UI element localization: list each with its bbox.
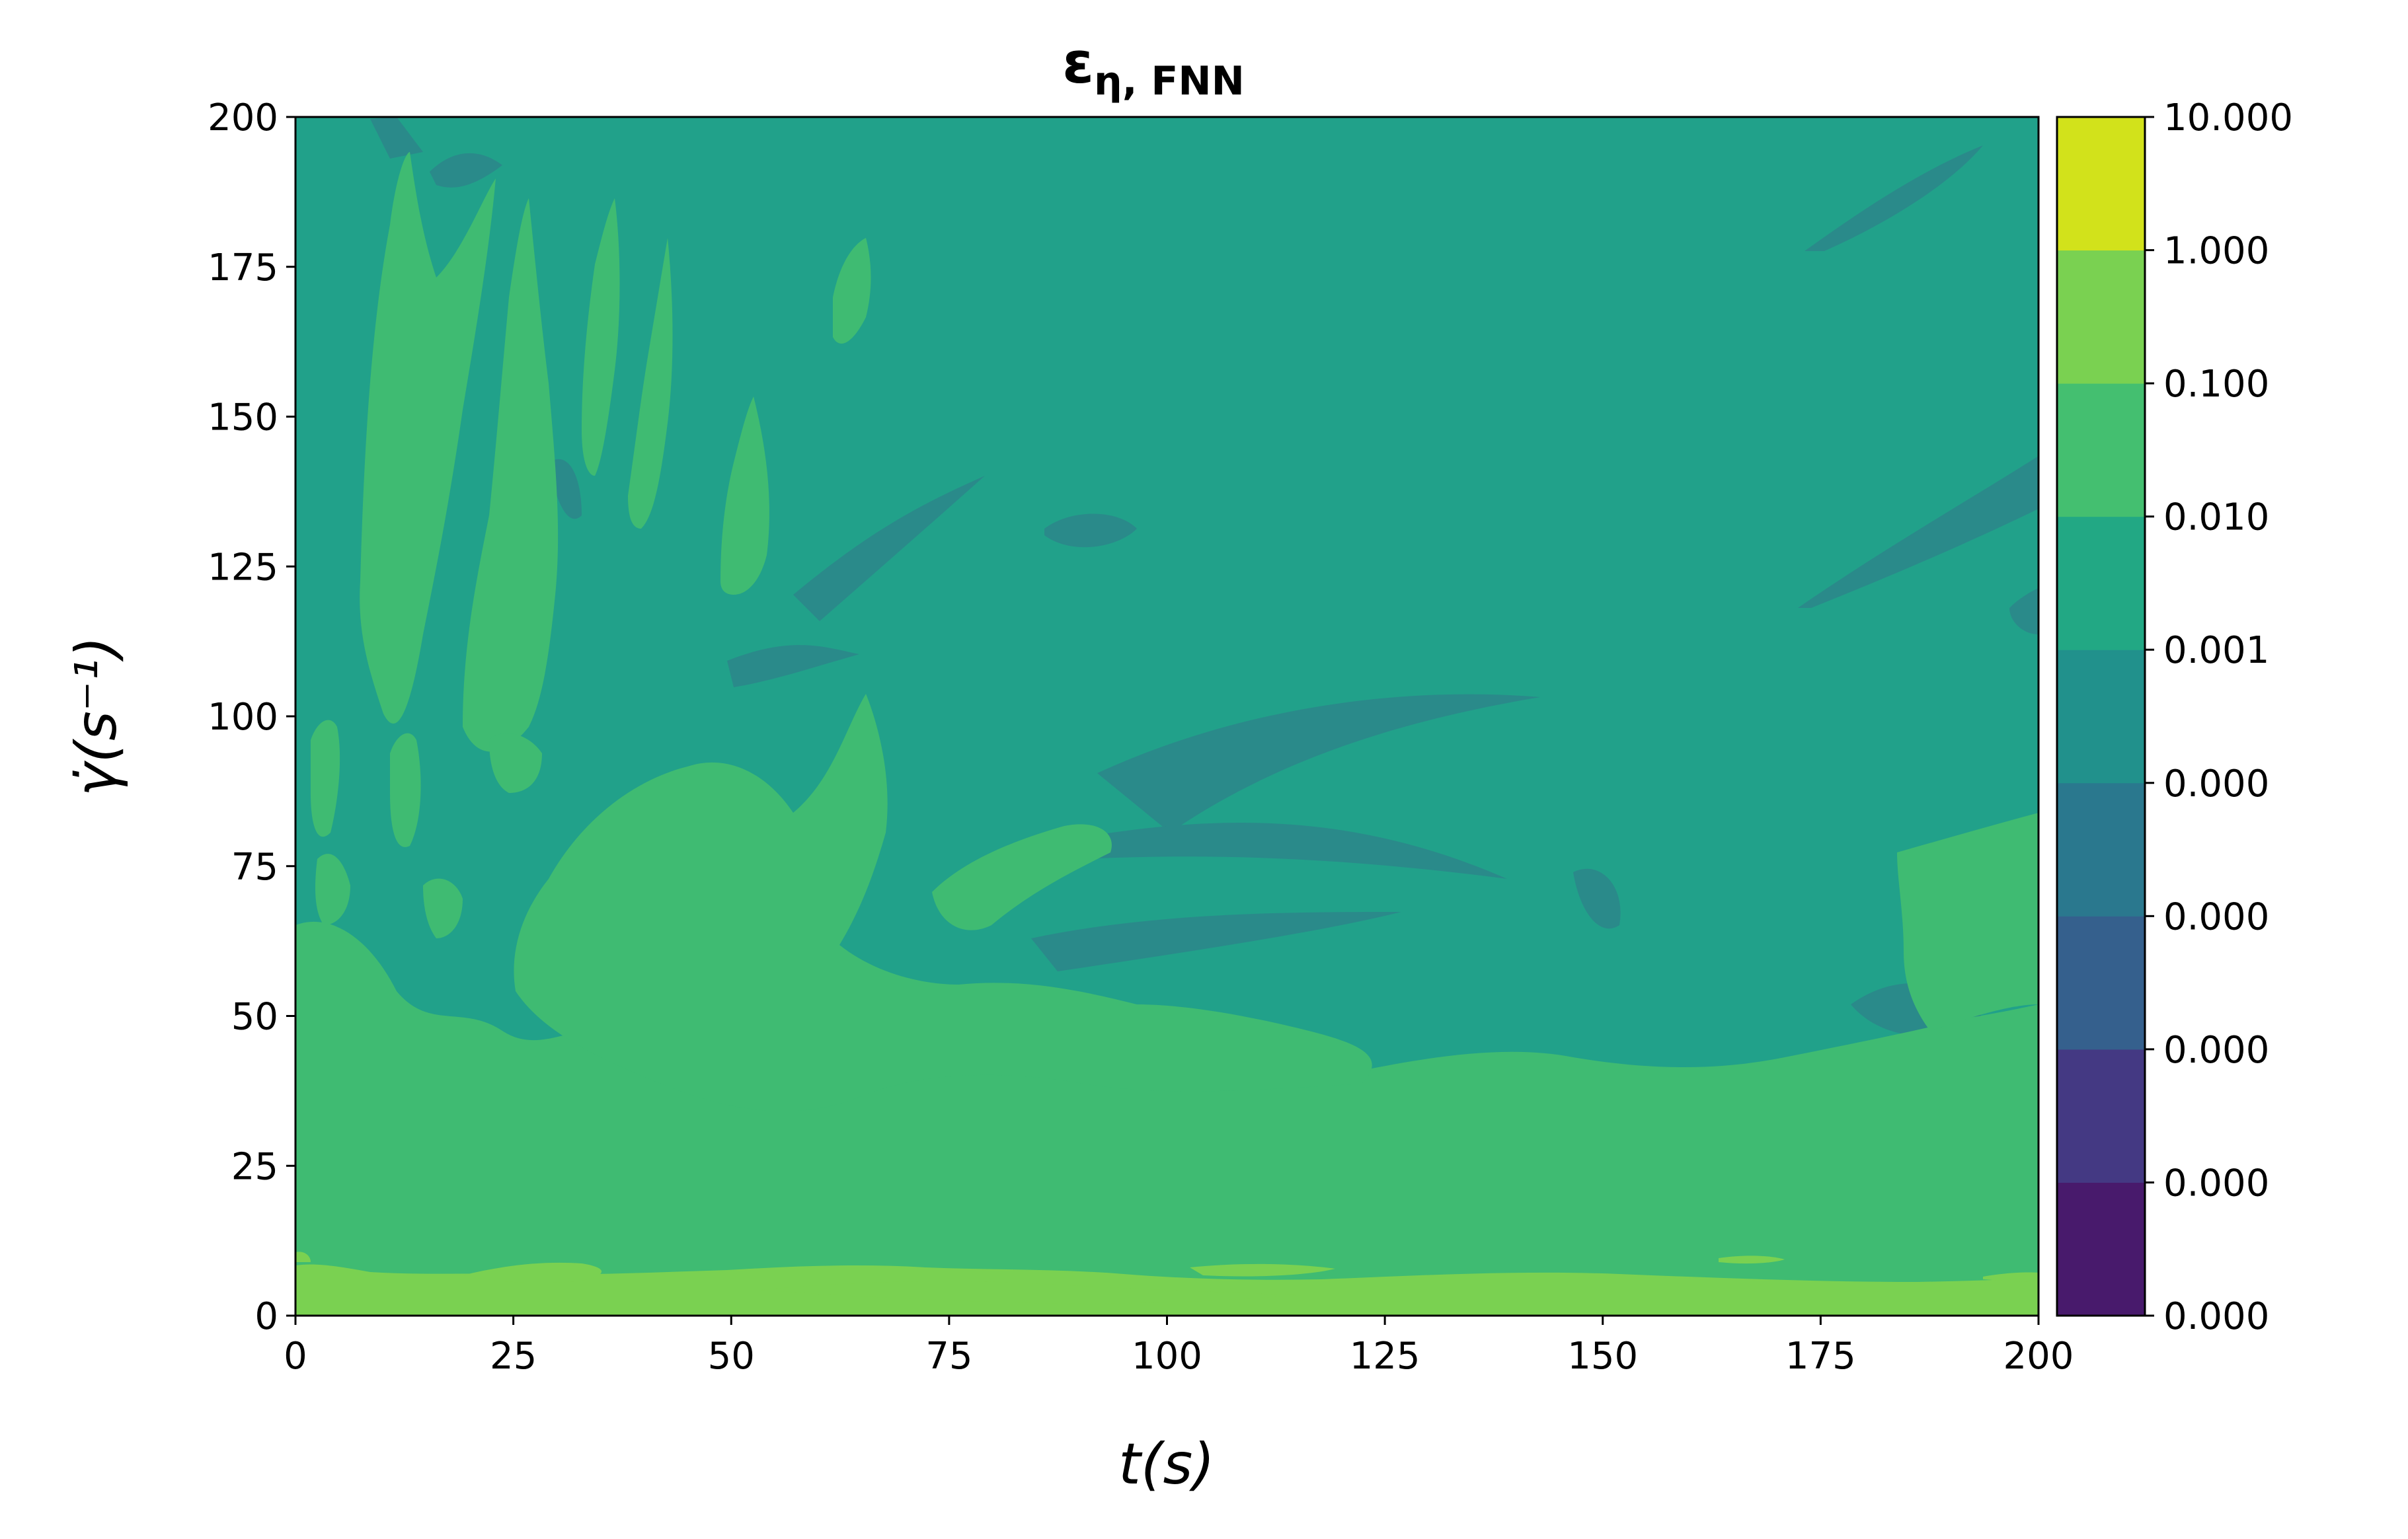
colorbar-segment: [2057, 1049, 2145, 1183]
x-axis-label: t(s): [1118, 1431, 1215, 1497]
x-tick-label: 175: [1785, 1335, 1856, 1378]
x-axis: 0 25 50 75 100 125 150 175 200: [284, 1316, 2074, 1378]
y-tick-label: 50: [231, 996, 278, 1039]
region-bottom-stripe: [295, 1312, 2039, 1316]
colorbar-tick-label: 0.000: [2163, 1162, 2269, 1205]
colorbar-segment: [2057, 117, 2145, 251]
colorbar-tick-label: 1.000: [2163, 230, 2269, 273]
y-tick-label: 100: [208, 696, 278, 739]
title-main: ε: [1062, 30, 1094, 96]
y-tick-label: 200: [208, 96, 278, 139]
x-tick-label: 125: [1350, 1335, 1420, 1378]
y-tick-label: 25: [231, 1145, 278, 1188]
colorbar-segment: [2057, 650, 2145, 784]
y-tick-label: 150: [208, 396, 278, 439]
colorbar-tick-label: 10.000: [2163, 96, 2293, 139]
region-level-0.0001: [370, 117, 2039, 1036]
colorbar-segment: [2057, 516, 2145, 650]
colorbar-frame: [2056, 116, 2146, 1317]
y-axis-label: γ̇(s⁻¹): [63, 636, 130, 797]
y-tick-label: 125: [208, 546, 278, 589]
y-tick-label: 0: [254, 1295, 278, 1338]
colorbar-tick-label: 0.000: [2163, 1029, 2269, 1072]
title-subscript: η, FNN: [1094, 58, 1245, 104]
y-tick-label: 175: [208, 246, 278, 289]
x-tick-label: 0: [284, 1335, 307, 1378]
colorbar-segment: [2057, 383, 2145, 517]
colorbar-segment: [2057, 250, 2145, 384]
x-tick-label: 150: [1567, 1335, 1638, 1378]
x-tick-label: 75: [925, 1335, 972, 1378]
region-level-0.01: [295, 152, 2039, 1316]
y-axis: 0 25 50 75 100 125 150 175 200: [208, 96, 295, 1338]
colorbar-tick-label: 0.010: [2163, 496, 2269, 539]
x-tick-label: 100: [1132, 1335, 1202, 1378]
region-level-0.1: [295, 1252, 2039, 1316]
x-tick-label: 200: [2003, 1335, 2074, 1378]
colorbar-tick-label: 0.001: [2163, 629, 2269, 672]
colorbar-tick-label: 0.000: [2163, 763, 2269, 806]
colorbar-tick-label: 0.000: [2163, 1295, 2269, 1338]
colorbar-tick-label: 0.000: [2163, 895, 2269, 938]
x-tick-label: 25: [490, 1335, 537, 1378]
colorbar-segment: [2057, 1182, 2145, 1316]
colorbar-segment: [2057, 782, 2145, 917]
colorbar-segment: [2057, 916, 2145, 1050]
colorbar: 0.000 0.000 0.000 0.000 0.000 0.001 0.010 0.100…: [2056, 96, 2293, 1338]
chart-title: εη, FNN: [1062, 30, 1245, 104]
colorbar-tick-label: 0.100: [2163, 363, 2269, 406]
x-tick-label: 50: [708, 1335, 755, 1378]
y-tick-label: 75: [231, 846, 278, 889]
contour-regions: [295, 117, 2039, 1316]
